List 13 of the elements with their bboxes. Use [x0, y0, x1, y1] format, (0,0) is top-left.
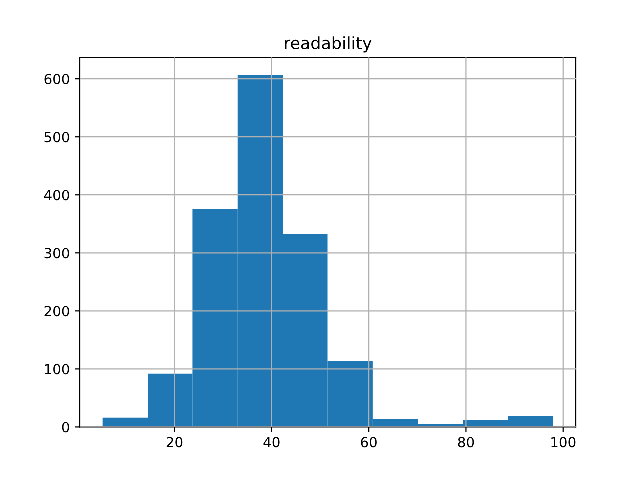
x-tick-label: 80 — [458, 437, 474, 448]
y-tick-label: 600 — [44, 74, 70, 85]
x-tick-label: 40 — [264, 437, 280, 448]
y-tick-label: 0 — [62, 422, 70, 433]
y-tick-label: 100 — [45, 364, 70, 375]
x-tick-label: 60 — [361, 437, 377, 448]
chart-title: readability — [285, 36, 372, 53]
x-tick-label: 20 — [166, 437, 183, 448]
x-tick-label: 100 — [552, 437, 576, 448]
y-tick-label: 300 — [44, 248, 70, 259]
y-tick-label: 200 — [44, 306, 70, 317]
y-tick-label: 400 — [44, 190, 70, 201]
y-tick-label: 500 — [44, 132, 70, 143]
